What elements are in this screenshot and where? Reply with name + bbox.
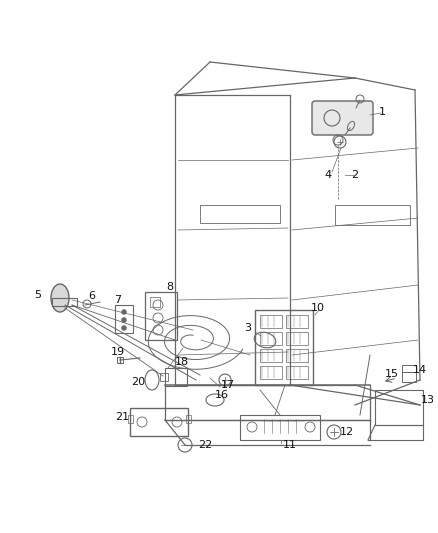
Text: 2: 2 (351, 170, 359, 180)
Bar (260, 332, 282, 345)
Text: 3: 3 (244, 323, 251, 333)
Bar (145, 292, 177, 340)
Text: 11: 11 (283, 440, 297, 450)
Bar (150, 297, 160, 307)
Bar (286, 315, 308, 328)
Text: 21: 21 (115, 412, 129, 422)
Bar (375, 390, 423, 425)
Text: 15: 15 (385, 369, 399, 379)
Bar (200, 205, 280, 223)
Bar (52, 298, 77, 306)
Circle shape (121, 326, 127, 330)
Bar (335, 205, 410, 225)
Ellipse shape (51, 284, 69, 312)
FancyBboxPatch shape (312, 101, 373, 135)
Text: 8: 8 (166, 282, 173, 292)
Text: 19: 19 (111, 347, 125, 357)
Bar (402, 365, 416, 372)
Text: 20: 20 (131, 377, 145, 387)
Bar (260, 315, 282, 328)
Text: 1: 1 (378, 107, 385, 117)
Bar (240, 415, 320, 440)
Bar (160, 373, 168, 381)
Bar (402, 372, 416, 382)
Bar (130, 408, 188, 436)
Bar (255, 310, 313, 385)
Bar (260, 366, 282, 379)
Text: 22: 22 (198, 440, 212, 450)
Bar (128, 415, 133, 423)
Text: 17: 17 (221, 380, 235, 390)
Bar (186, 415, 191, 423)
Text: 5: 5 (35, 290, 42, 300)
Bar (286, 366, 308, 379)
Text: 13: 13 (421, 395, 435, 405)
Text: 18: 18 (175, 357, 189, 367)
Text: 12: 12 (340, 427, 354, 437)
Text: 7: 7 (114, 295, 122, 305)
Bar (115, 305, 133, 333)
Circle shape (121, 318, 127, 322)
Bar (117, 357, 123, 363)
Text: 16: 16 (215, 390, 229, 400)
Text: 4: 4 (325, 170, 332, 180)
Text: 10: 10 (311, 303, 325, 313)
Bar (165, 368, 187, 386)
Bar (286, 332, 308, 345)
Circle shape (121, 310, 127, 314)
Bar (260, 349, 282, 362)
Text: 6: 6 (88, 291, 95, 301)
Text: 14: 14 (413, 365, 427, 375)
Bar (286, 349, 308, 362)
